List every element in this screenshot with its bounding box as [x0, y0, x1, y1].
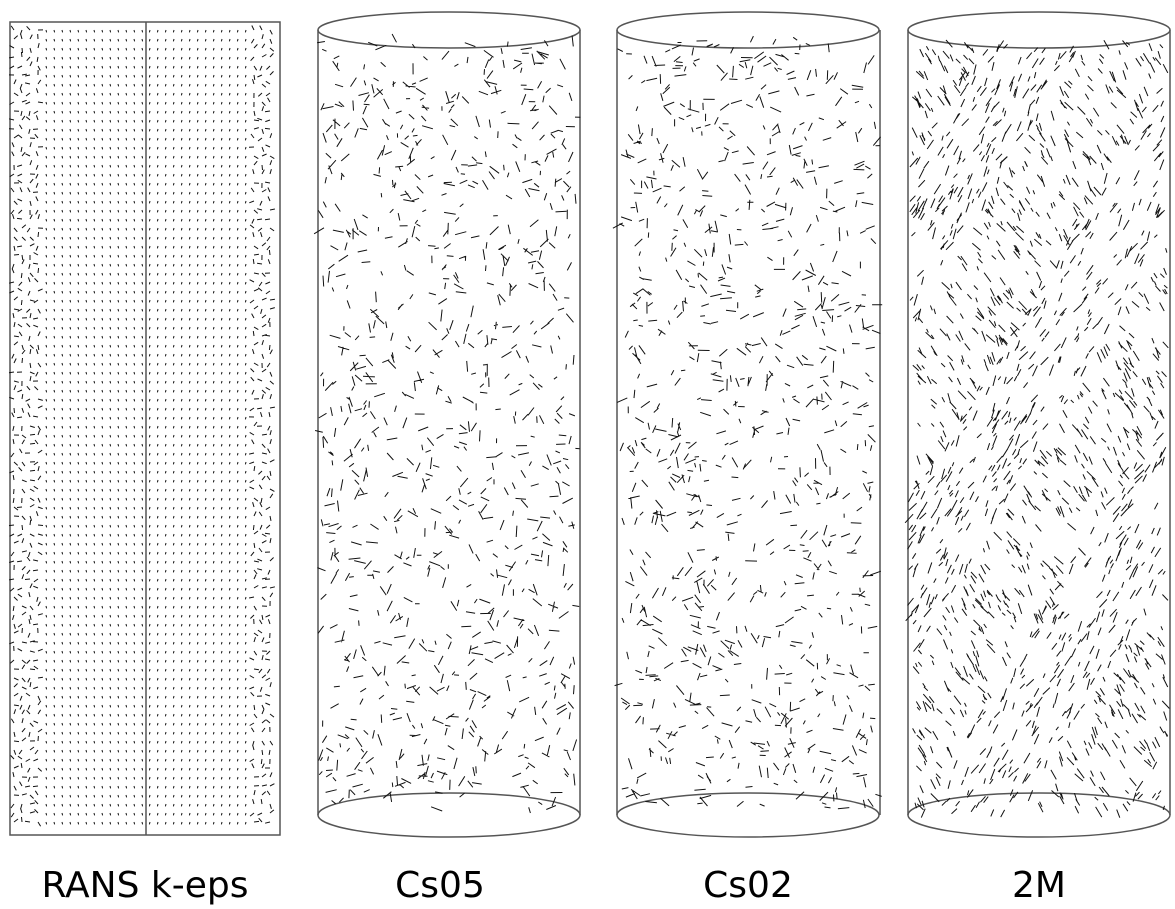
vector-field [8, 25, 276, 827]
domain-outline [9, 21, 281, 836]
vector-field [313, 33, 581, 814]
cylinder-top [907, 11, 1171, 49]
panel-label: RANS k-eps [42, 865, 249, 906]
cylinder-top [317, 11, 581, 49]
vector-field [612, 35, 883, 810]
panel-label: 2M [1012, 865, 1066, 906]
panel-label: Cs05 [395, 865, 485, 906]
panel-cs05 [313, 11, 581, 838]
cylinder-side [616, 30, 881, 815]
panel-label: Cs02 [703, 865, 793, 906]
cylinder-top [616, 11, 880, 49]
panel-rans [8, 21, 281, 836]
cylinder-side [907, 30, 1171, 815]
panel-2m [904, 11, 1171, 838]
cylinder-side [317, 30, 581, 815]
cylinder-bottom [317, 792, 581, 838]
vector-field [904, 39, 1170, 818]
cylinder-bottom [907, 792, 1171, 838]
panel-cs02 [612, 11, 883, 838]
cylinder-bottom [616, 792, 880, 838]
